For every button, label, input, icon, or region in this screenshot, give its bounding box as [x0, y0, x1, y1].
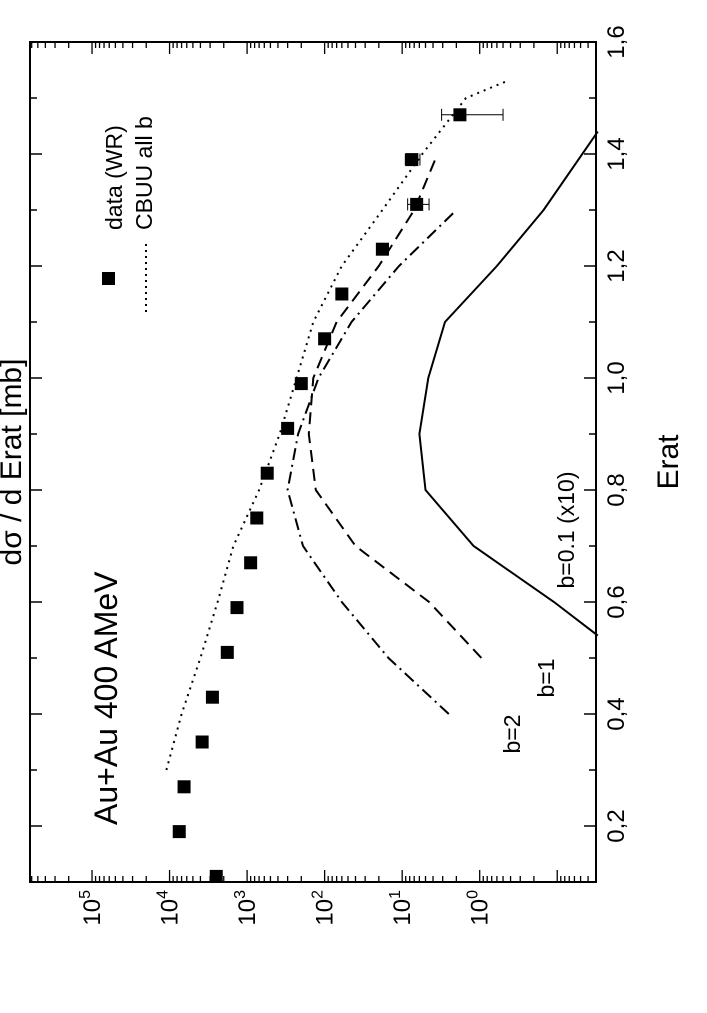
data-point: [250, 511, 264, 525]
x-tick-label-text: 0,6: [603, 585, 630, 618]
x-tick-label-text: 0,4: [603, 697, 630, 730]
y-tick-label: 101: [387, 890, 416, 926]
data-point: [375, 242, 389, 256]
tick-labels: 0,2 0,4 0,6 0,8 1,0 1,2 1,4 1,6 100 101 102 103 104 1…: [77, 25, 630, 925]
series-line-dotted: [165, 80, 507, 771]
series-line-dashdot: [286, 209, 458, 715]
y-tick-label: 100: [465, 890, 494, 926]
plot-frame: [29, 41, 597, 883]
data-point: [195, 735, 209, 749]
y-tick-label-text: 105: [77, 890, 106, 926]
x-tick-label-text: 1,0: [603, 361, 630, 394]
legend: data (WR) CBUU all b: [101, 116, 157, 316]
x-tick-label-text: 1,4: [603, 137, 630, 170]
annotation-b1: b=1: [533, 658, 559, 697]
x-tick-label: 0,8: [603, 473, 630, 506]
x-tick-label: 1,2: [603, 249, 630, 282]
y-tick-label-text: 102: [310, 890, 339, 926]
y-axis-title: dσ / d Erat [mb]: [0, 359, 28, 566]
series-line-dashed: [307, 153, 483, 659]
x-tick-label: 1,0: [603, 361, 630, 394]
data-point: [177, 780, 191, 794]
y-tick-label: 103: [232, 890, 261, 926]
x-tick-label: 0,6: [603, 585, 630, 618]
y-tick-label: 104: [155, 890, 184, 926]
data-point: [318, 332, 332, 346]
annotation-b01-text: b=0.1 (x10): [553, 472, 579, 589]
x-tick-label-text: 0,8: [603, 473, 630, 506]
legend-label-cbuu: CBUU all b: [131, 116, 157, 230]
x-tick-label-text: 1,6: [603, 25, 630, 58]
series-lines: [165, 80, 599, 771]
y-tick-label-text: 100: [465, 890, 494, 926]
annotation-b2: b=2: [499, 714, 525, 753]
data-point: [230, 601, 244, 615]
data-point: [172, 825, 186, 839]
legend-marker-data: [102, 272, 115, 285]
x-axis-title: Erat: [652, 434, 685, 490]
x-axis-title-text: Erat: [652, 434, 685, 490]
data-points: [172, 108, 504, 883]
data-point: [209, 869, 223, 883]
data-point: [244, 556, 258, 570]
annotation-b01: b=0.1 (x10): [553, 472, 579, 589]
annotation-b2-text: b=2: [499, 714, 525, 753]
legend-label-data: data (WR): [101, 125, 127, 230]
y-tick-label-text: 103: [232, 890, 261, 926]
y-tick-label: 105: [77, 890, 106, 926]
data-point: [410, 197, 424, 211]
x-tick-label: 1,4: [603, 137, 630, 170]
x-tick-label: 0,2: [603, 809, 630, 842]
y-tick-label-text: 104: [155, 890, 184, 926]
data-point: [220, 645, 234, 659]
data-point: [294, 377, 308, 391]
x-tick-label: 0,4: [603, 697, 630, 730]
data-point: [260, 466, 274, 480]
series-line-solid: [418, 131, 599, 637]
data-point: [405, 153, 419, 167]
y-axis-title-text: dσ / d Erat [mb]: [0, 359, 28, 566]
annotation-b1-text: b=1: [533, 658, 559, 697]
data-point: [205, 690, 219, 704]
legend-label-data-text: data (WR): [101, 125, 127, 230]
x-tick-label-text: 0,2: [603, 809, 630, 842]
legend-label-cbuu-text: CBUU all b: [131, 116, 157, 230]
data-point: [335, 287, 349, 301]
data-point: [453, 108, 467, 122]
y-tick-label: 102: [310, 890, 339, 926]
x-tick-label: 1,6: [603, 25, 630, 58]
data-point: [281, 421, 295, 435]
chart-title-text: Au+Au 400 AMeV: [88, 571, 124, 825]
y-tick-label-text: 101: [387, 890, 416, 926]
chart-title: Au+Au 400 AMeV: [88, 571, 124, 825]
x-tick-label-text: 1,2: [603, 249, 630, 282]
